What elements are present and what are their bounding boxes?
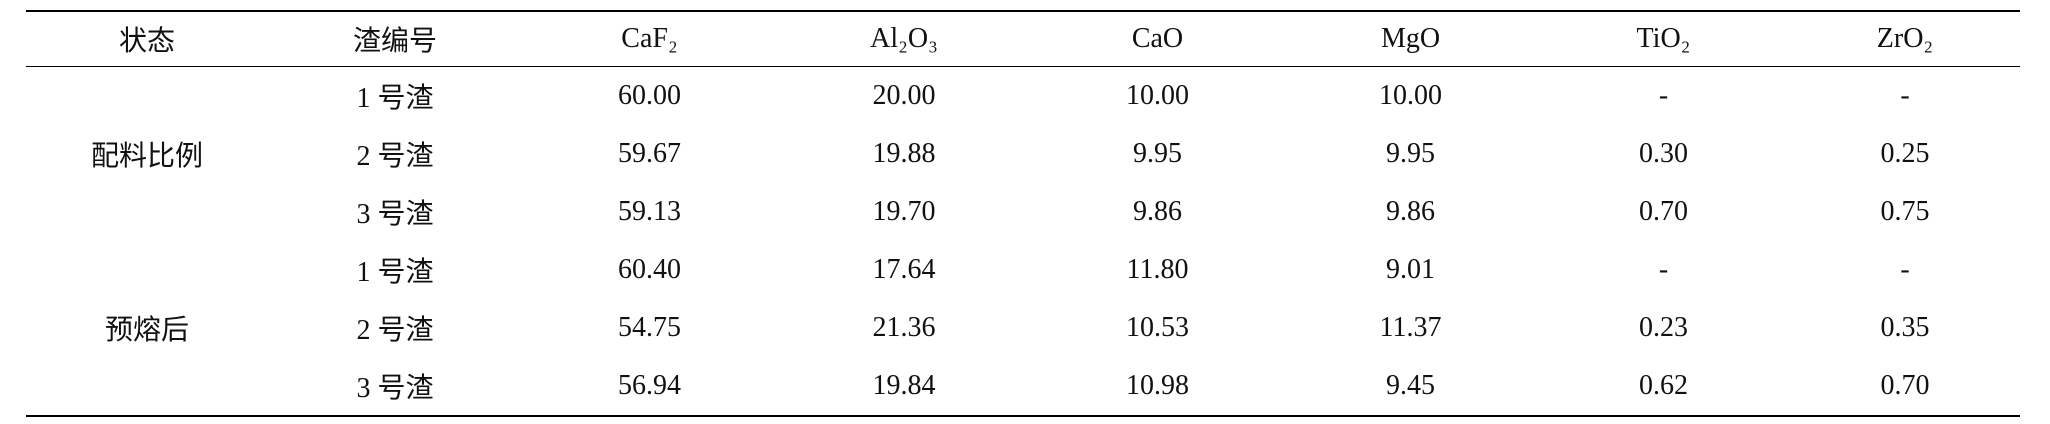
header-row: 状态 渣编号 CaF₂ Al₂O₃ CaO MgO TiO₂ ZrO₂: [26, 10, 2020, 67]
value-cell: 11.80: [1126, 254, 1189, 285]
table-row: 配料比例 1 号渣 60.00 20.00 10.00 10.00 - -: [26, 67, 2020, 172]
value-cell: 9.95: [1133, 138, 1182, 169]
state-cell: 预熔后: [26, 241, 268, 417]
slag-cell: 1 号渣: [356, 83, 434, 114]
table-row: 2 号渣 59.67 19.88 9.95 9.95 0.30 0.25: [26, 125, 2020, 183]
header-cell: MgO: [1284, 10, 1537, 67]
header-cell: CaF₂: [522, 10, 777, 67]
value-cell: 60.40: [618, 254, 681, 285]
value-cell: 9.01: [1386, 254, 1435, 285]
value-cell: 9.86: [1386, 196, 1435, 227]
value-cell: 59.67: [618, 138, 681, 169]
table-body: 配料比例 1 号渣 60.00 20.00 10.00 10.00 - - 2 号渣 59.67 1…: [26, 67, 2020, 417]
table-row: 2 号渣 54.75 21.36 10.53 11.37 0.23 0.35: [26, 299, 2020, 357]
header-cell: 渣编号: [268, 10, 522, 67]
slag-cell: 3 号渣: [268, 357, 522, 417]
value-cell: 0.23: [1639, 312, 1688, 343]
value-cell: 0.25: [1880, 138, 1930, 169]
table-row: 3 号渣 59.13 19.70 9.86 9.86 0.70 0.75: [26, 183, 2020, 241]
slag-cell: 1 号渣: [356, 257, 434, 288]
value-cell: 0.70: [1639, 196, 1688, 227]
value-cell: 60.00: [618, 80, 681, 111]
value-cell: 0.62: [1537, 357, 1790, 417]
slag-cell: 2 号渣: [356, 315, 434, 346]
state-cell: 配料比例: [90, 141, 203, 172]
value-cell: 0.30: [1639, 138, 1688, 169]
value-cell: 9.95: [1386, 138, 1435, 169]
value-cell: -: [1900, 80, 1910, 111]
value-cell: 10.98: [1031, 357, 1284, 417]
table-row: 3 号渣 56.94 19.84 10.98 9.45 0.62 0.70: [26, 357, 2020, 417]
slag-cell: 3 号渣: [356, 199, 434, 230]
value-cell: 20.00: [872, 80, 936, 111]
table-row: 预熔后 1 号渣 60.40 17.64 11.80 9.01 - -: [26, 241, 2020, 417]
value-cell: -: [1900, 254, 1910, 285]
value-cell: 0.75: [1880, 196, 1930, 227]
composition-table: 状态 渣编号 CaF₂ Al₂O₃ CaO MgO TiO₂ ZrO₂ 配料比例 1 号渣 60.…: [26, 10, 2020, 417]
value-cell: 11.37: [1379, 312, 1442, 343]
slag-cell: 2 号渣: [356, 141, 434, 172]
value-cell: 54.75: [618, 312, 681, 343]
value-cell: 10.00: [1126, 80, 1189, 111]
value-cell: 59.13: [618, 196, 681, 227]
value-cell: 56.94: [522, 357, 777, 417]
header-cell: 状态: [26, 10, 268, 67]
value-cell: 19.70: [872, 196, 936, 227]
header-cell: ZrO₂: [1790, 10, 2020, 67]
header-cell: CaO: [1031, 10, 1284, 67]
value-cell: 0.35: [1880, 312, 1930, 343]
value-cell: 9.86: [1133, 196, 1182, 227]
value-cell: 10.53: [1126, 312, 1189, 343]
value-cell: 17.64: [872, 254, 936, 285]
value-cell: -: [1658, 80, 1669, 111]
value-cell: 21.36: [872, 312, 936, 343]
header-cell: Al₂O₃: [777, 10, 1031, 67]
value-cell: 9.45: [1284, 357, 1537, 417]
value-cell: 19.84: [777, 357, 1031, 417]
value-cell: 0.70: [1790, 357, 2020, 417]
value-cell: -: [1658, 254, 1669, 285]
value-cell: 10.00: [1379, 80, 1442, 111]
value-cell: 19.88: [872, 138, 936, 169]
header-cell: TiO₂: [1537, 10, 1790, 67]
